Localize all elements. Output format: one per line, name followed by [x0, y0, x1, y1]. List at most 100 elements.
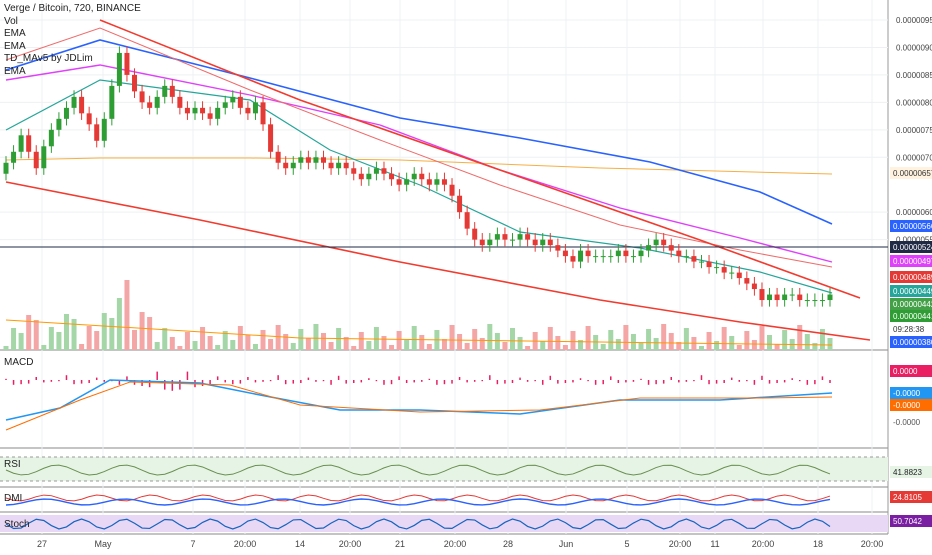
candle-body	[509, 239, 515, 241]
volume-bar	[389, 345, 395, 350]
badge-ema-orange-bg	[890, 167, 932, 179]
badge-ema-pink-bg	[890, 255, 932, 267]
volume-bar	[154, 342, 160, 350]
volume-bar	[638, 343, 644, 350]
volume-bar	[661, 324, 667, 350]
candle-body	[109, 85, 115, 119]
volume-bar	[819, 329, 825, 350]
candle-body	[381, 168, 387, 174]
volume-bar	[570, 331, 576, 350]
candle-body	[41, 146, 47, 169]
candle-body	[230, 96, 236, 103]
candle-body	[328, 162, 334, 169]
candle-body	[502, 234, 508, 240]
badge-macd: -0.0000	[893, 389, 921, 398]
macd-pane-label: MACD	[4, 357, 34, 368]
macd-line	[5, 379, 833, 421]
volume-bar	[116, 298, 122, 350]
candle-body	[472, 228, 478, 240]
chart-title: Verge / Bitcoin, 720, BINANCE	[4, 3, 141, 14]
x-tick-label: 11	[710, 539, 719, 549]
candle-body	[351, 168, 357, 174]
ema-blue-line	[5, 39, 833, 225]
candle-body	[555, 245, 561, 251]
volume-bar	[252, 344, 258, 350]
badge-countdown: 09:28:38	[893, 325, 925, 334]
badge-dmi: 24.8105	[893, 493, 922, 502]
candle-body	[638, 250, 644, 257]
candle-body	[630, 256, 636, 258]
candle-body	[215, 107, 221, 119]
candle-body	[343, 162, 349, 169]
x-tick-label: 20:00	[669, 539, 692, 549]
signal-line	[5, 381, 833, 431]
volume-bar	[562, 345, 568, 350]
badge-ema-red: 0.00000489	[893, 273, 932, 282]
volume-bar	[706, 332, 712, 350]
badge-macd-hist-bg	[890, 365, 932, 377]
candle-body	[706, 261, 712, 268]
candle-body	[487, 239, 493, 246]
volume-bar	[441, 339, 447, 350]
volume-bar	[222, 331, 228, 350]
candle-body	[321, 157, 327, 163]
x-tick-label: 28	[503, 539, 513, 549]
candle-body	[86, 113, 92, 125]
candle-body	[608, 256, 614, 258]
rsi-pane-label: RSI	[4, 459, 21, 470]
volume-bar	[585, 326, 591, 350]
volume-bar	[124, 280, 130, 350]
badge-macd-hist: 0.0000	[893, 367, 918, 376]
legend-td: TD_MAv5 by JDLim	[4, 53, 93, 65]
candle-body	[789, 294, 795, 296]
candle-body	[479, 239, 485, 246]
candle-body	[260, 102, 266, 125]
upper-trendline	[99, 19, 861, 299]
candle-body	[419, 173, 425, 180]
volume-bar	[48, 327, 54, 350]
volume-bar	[177, 346, 183, 350]
volume-bar	[714, 341, 720, 350]
candle-body	[132, 74, 138, 92]
candle-body	[245, 107, 251, 114]
volume-bar	[321, 333, 327, 350]
rsi-band	[0, 457, 888, 481]
volume-bar	[751, 340, 757, 350]
badge-signal-bg	[890, 399, 932, 411]
badge-signal: -0.0000	[893, 401, 921, 410]
volume-bar	[449, 325, 455, 350]
legend-ema-3: EMA	[4, 65, 26, 77]
volume-bar	[494, 333, 500, 350]
dmi-plus-line	[5, 494, 831, 502]
candle-body	[404, 179, 410, 185]
candle-body	[819, 300, 825, 302]
badge-ema-blue: 0.00000566	[893, 222, 932, 231]
badge-hline-bg	[890, 241, 932, 253]
ema-teal-line	[5, 79, 833, 294]
candle-body	[449, 184, 455, 196]
volume-bar	[509, 328, 515, 350]
candle-body	[767, 294, 773, 301]
chart-legend: Verge / Bitcoin, 720, BINANCE Vol EMA EM…	[4, 3, 141, 79]
ema-red-line	[5, 27, 833, 268]
volume-bar	[593, 335, 599, 350]
candle-body	[79, 96, 85, 114]
volume-bar	[827, 338, 833, 350]
candle-body	[313, 157, 319, 163]
ema-pink-line	[5, 64, 833, 263]
stoch-pane-label: Stoch	[4, 519, 30, 530]
candle-body	[358, 173, 364, 180]
badge-ema-teal: 0.00000449	[893, 287, 932, 296]
volume-bar	[351, 346, 357, 350]
volume-bar	[646, 329, 652, 350]
volume-bar	[215, 345, 221, 350]
x-tick-label: 5	[624, 539, 629, 549]
x-tick-label: 14	[295, 539, 305, 549]
candle-body	[48, 129, 54, 147]
volume-bar	[101, 313, 107, 350]
